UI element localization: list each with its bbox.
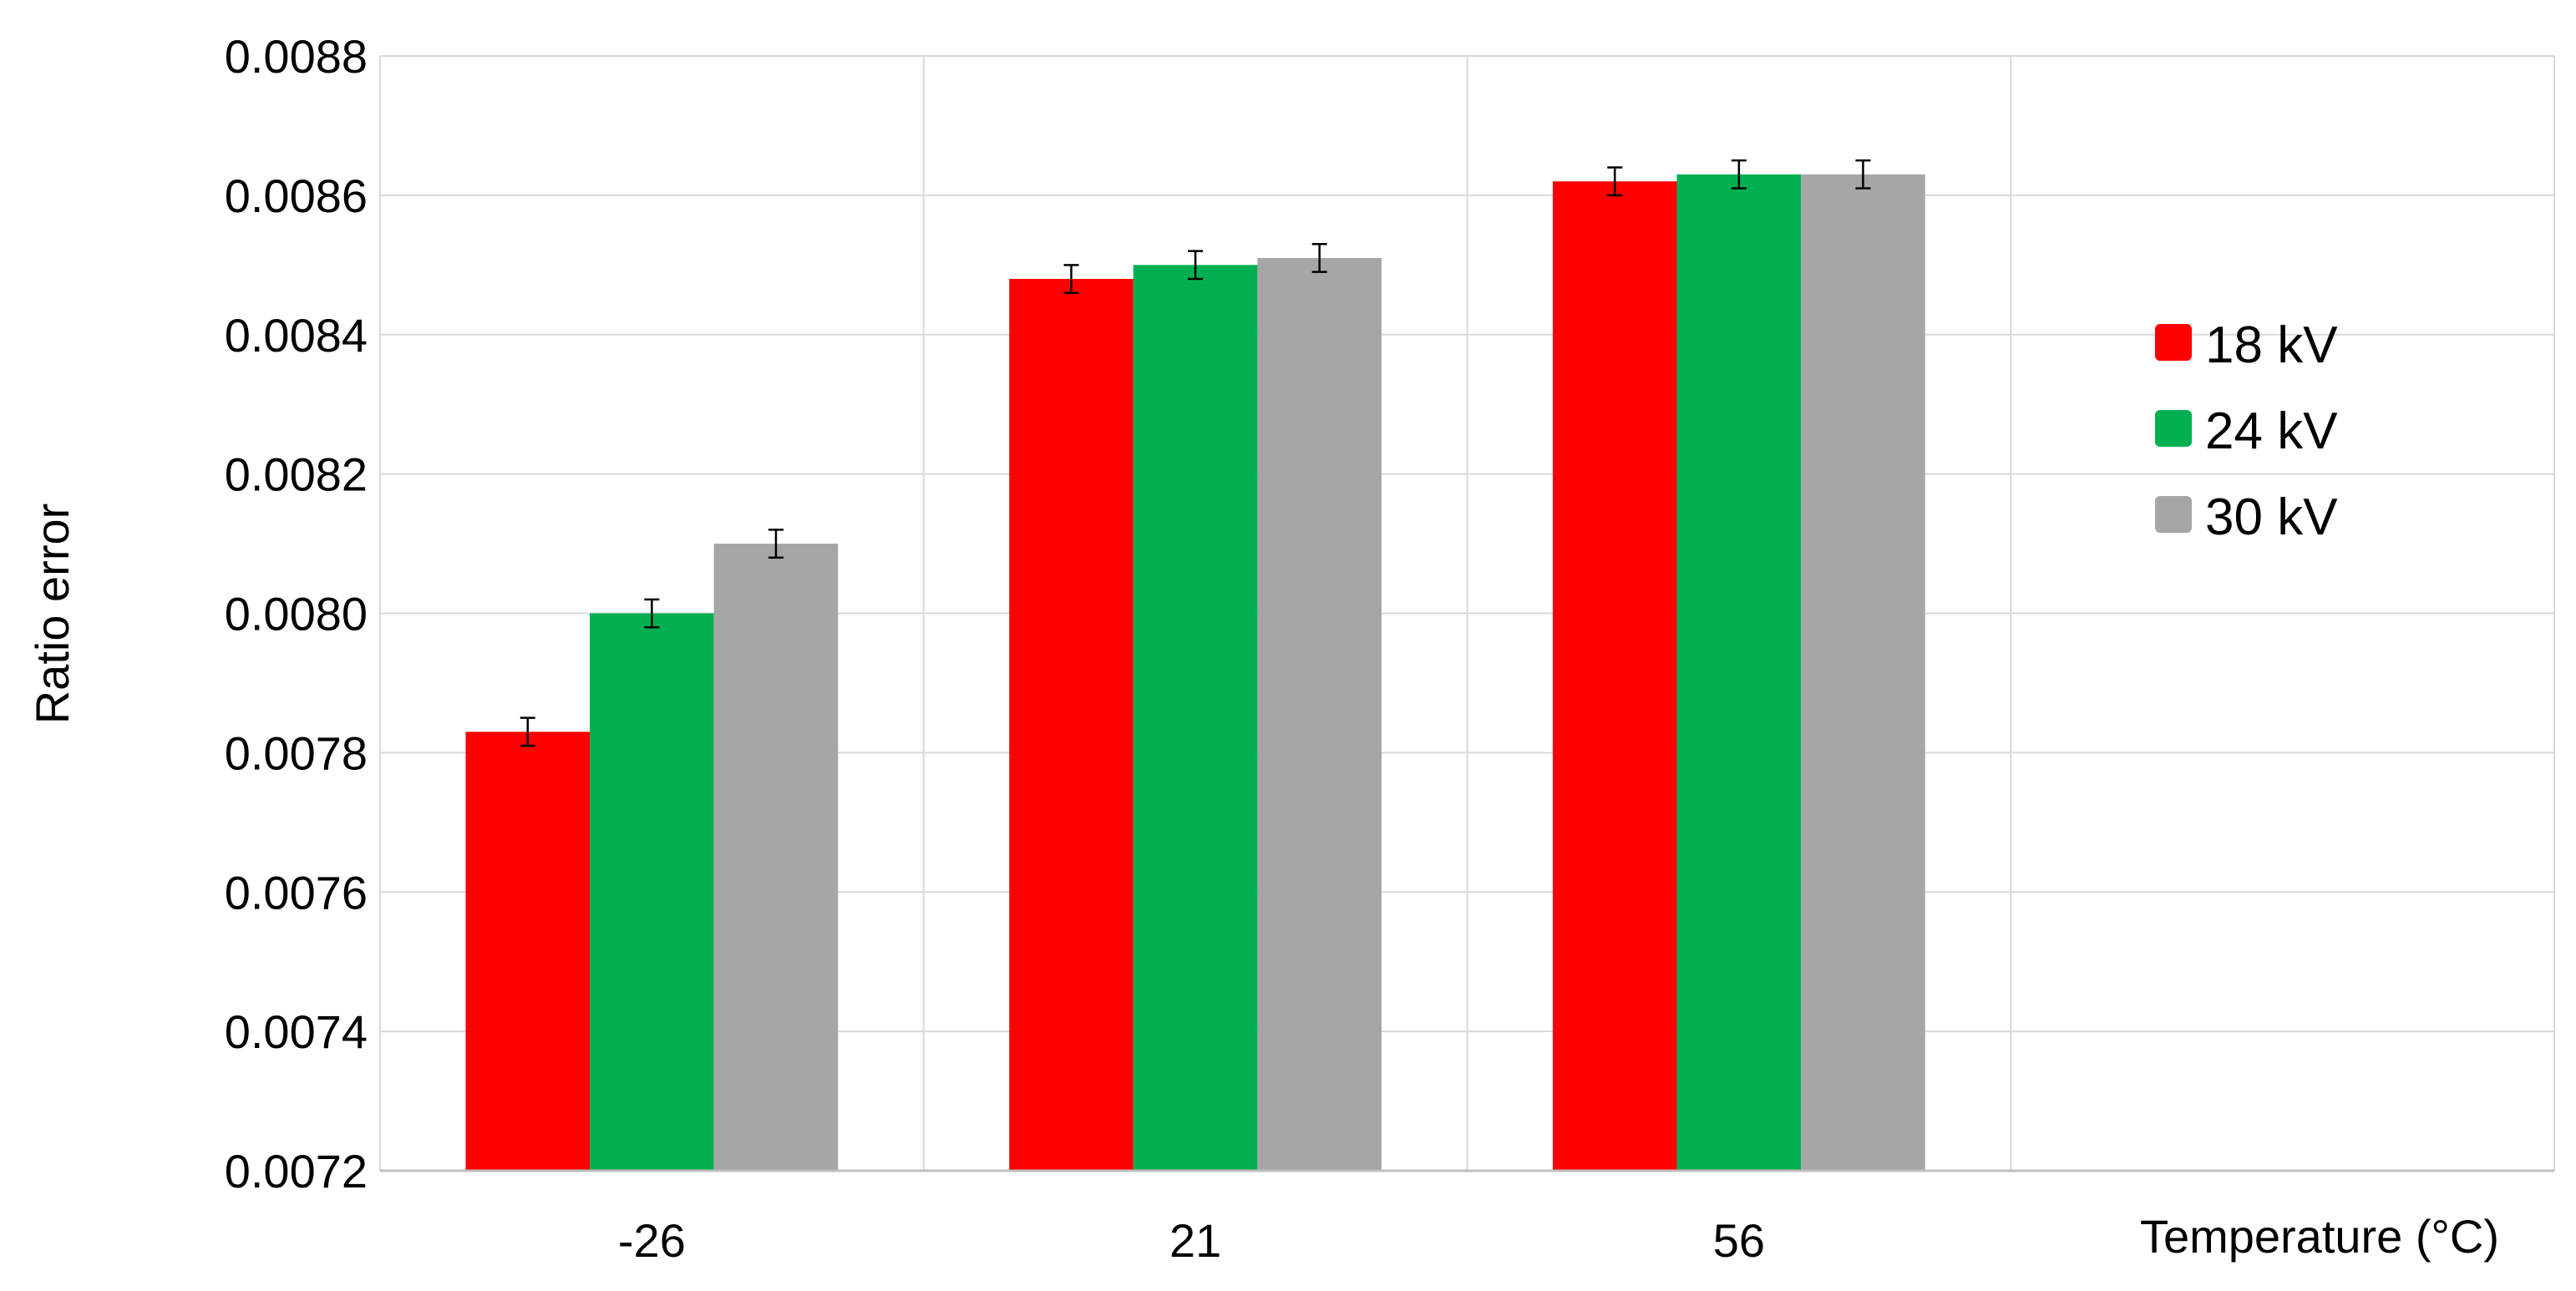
legend: 18 kV 24 kV 30 kV: [2155, 316, 2338, 546]
bar: [1009, 279, 1133, 1171]
x-tick-label: 56: [1713, 1214, 1765, 1267]
y-tick-label: 0.0086: [225, 170, 368, 222]
bar: [1801, 174, 1925, 1171]
legend-label: 30 kV: [2205, 489, 2338, 546]
legend-swatch: [2155, 324, 2192, 361]
bar: [1552, 181, 1677, 1171]
legend-label: 24 kV: [2205, 402, 2338, 460]
y-tick-label: 0.0076: [225, 866, 368, 919]
y-tick-label: 0.0082: [225, 448, 368, 501]
x-tick-label: 21: [1169, 1214, 1221, 1267]
y-tick-label: 0.0084: [225, 309, 368, 362]
y-tick-labels: 0.0072 0.0074 0.0076 0.0078 0.0080 0.0082 0.00…: [225, 30, 368, 1197]
y-tick-label: 0.0088: [225, 30, 368, 83]
bar: [1676, 174, 1802, 1171]
x-tick-label: -26: [618, 1214, 686, 1267]
y-axis-title: Ratio error: [26, 504, 79, 725]
legend-swatch: [2155, 410, 2192, 447]
bar: [1257, 257, 1382, 1171]
bar: [465, 732, 591, 1171]
bars: [465, 174, 1925, 1171]
bar: [1133, 265, 1258, 1171]
bar: [713, 544, 839, 1171]
x-axis-title: Temperature (°C): [2140, 1210, 2499, 1263]
x-tick-labels: -26 21 56: [618, 1214, 1765, 1267]
error-bars: [520, 159, 1871, 747]
y-tick-label: 0.0072: [225, 1145, 368, 1197]
y-tick-label: 0.0080: [225, 588, 368, 640]
y-tick-label: 0.0074: [225, 1005, 368, 1058]
legend-swatch: [2155, 496, 2192, 533]
legend-label: 18 kV: [2205, 316, 2338, 374]
y-tick-label: 0.0078: [225, 727, 368, 779]
bar: [590, 613, 714, 1171]
